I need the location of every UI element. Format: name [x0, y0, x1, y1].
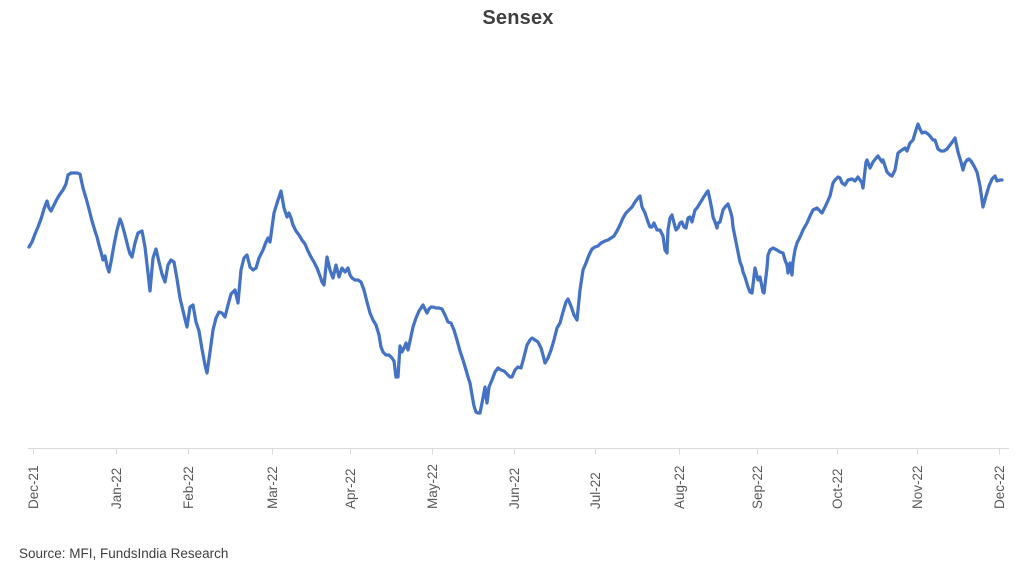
chart-title: Sensex	[482, 7, 554, 29]
x-axis-label: Apr-22	[343, 468, 358, 509]
x-axis-label: Nov-22	[910, 465, 925, 509]
x-axis-label: Mar-22	[265, 466, 280, 509]
x-axis-label: Oct-22	[830, 468, 845, 509]
x-axis-label: Sep-22	[750, 465, 765, 509]
x-axis-label: Jan-22	[109, 467, 124, 509]
x-axis-label: Dec-21	[26, 465, 41, 509]
x-axis-label: Jul-22	[588, 472, 603, 509]
sensex-price-line	[27, 122, 1004, 415]
x-axis-label: May-22	[425, 463, 440, 509]
source-note: Source: MFI, FundsIndia Research	[19, 546, 229, 561]
x-axis-label: Dec-22	[992, 465, 1007, 509]
x-axis-label: Aug-22	[672, 465, 687, 509]
x-axis-label: Feb-22	[181, 466, 196, 509]
x-axis-label: Jun-22	[507, 467, 522, 509]
